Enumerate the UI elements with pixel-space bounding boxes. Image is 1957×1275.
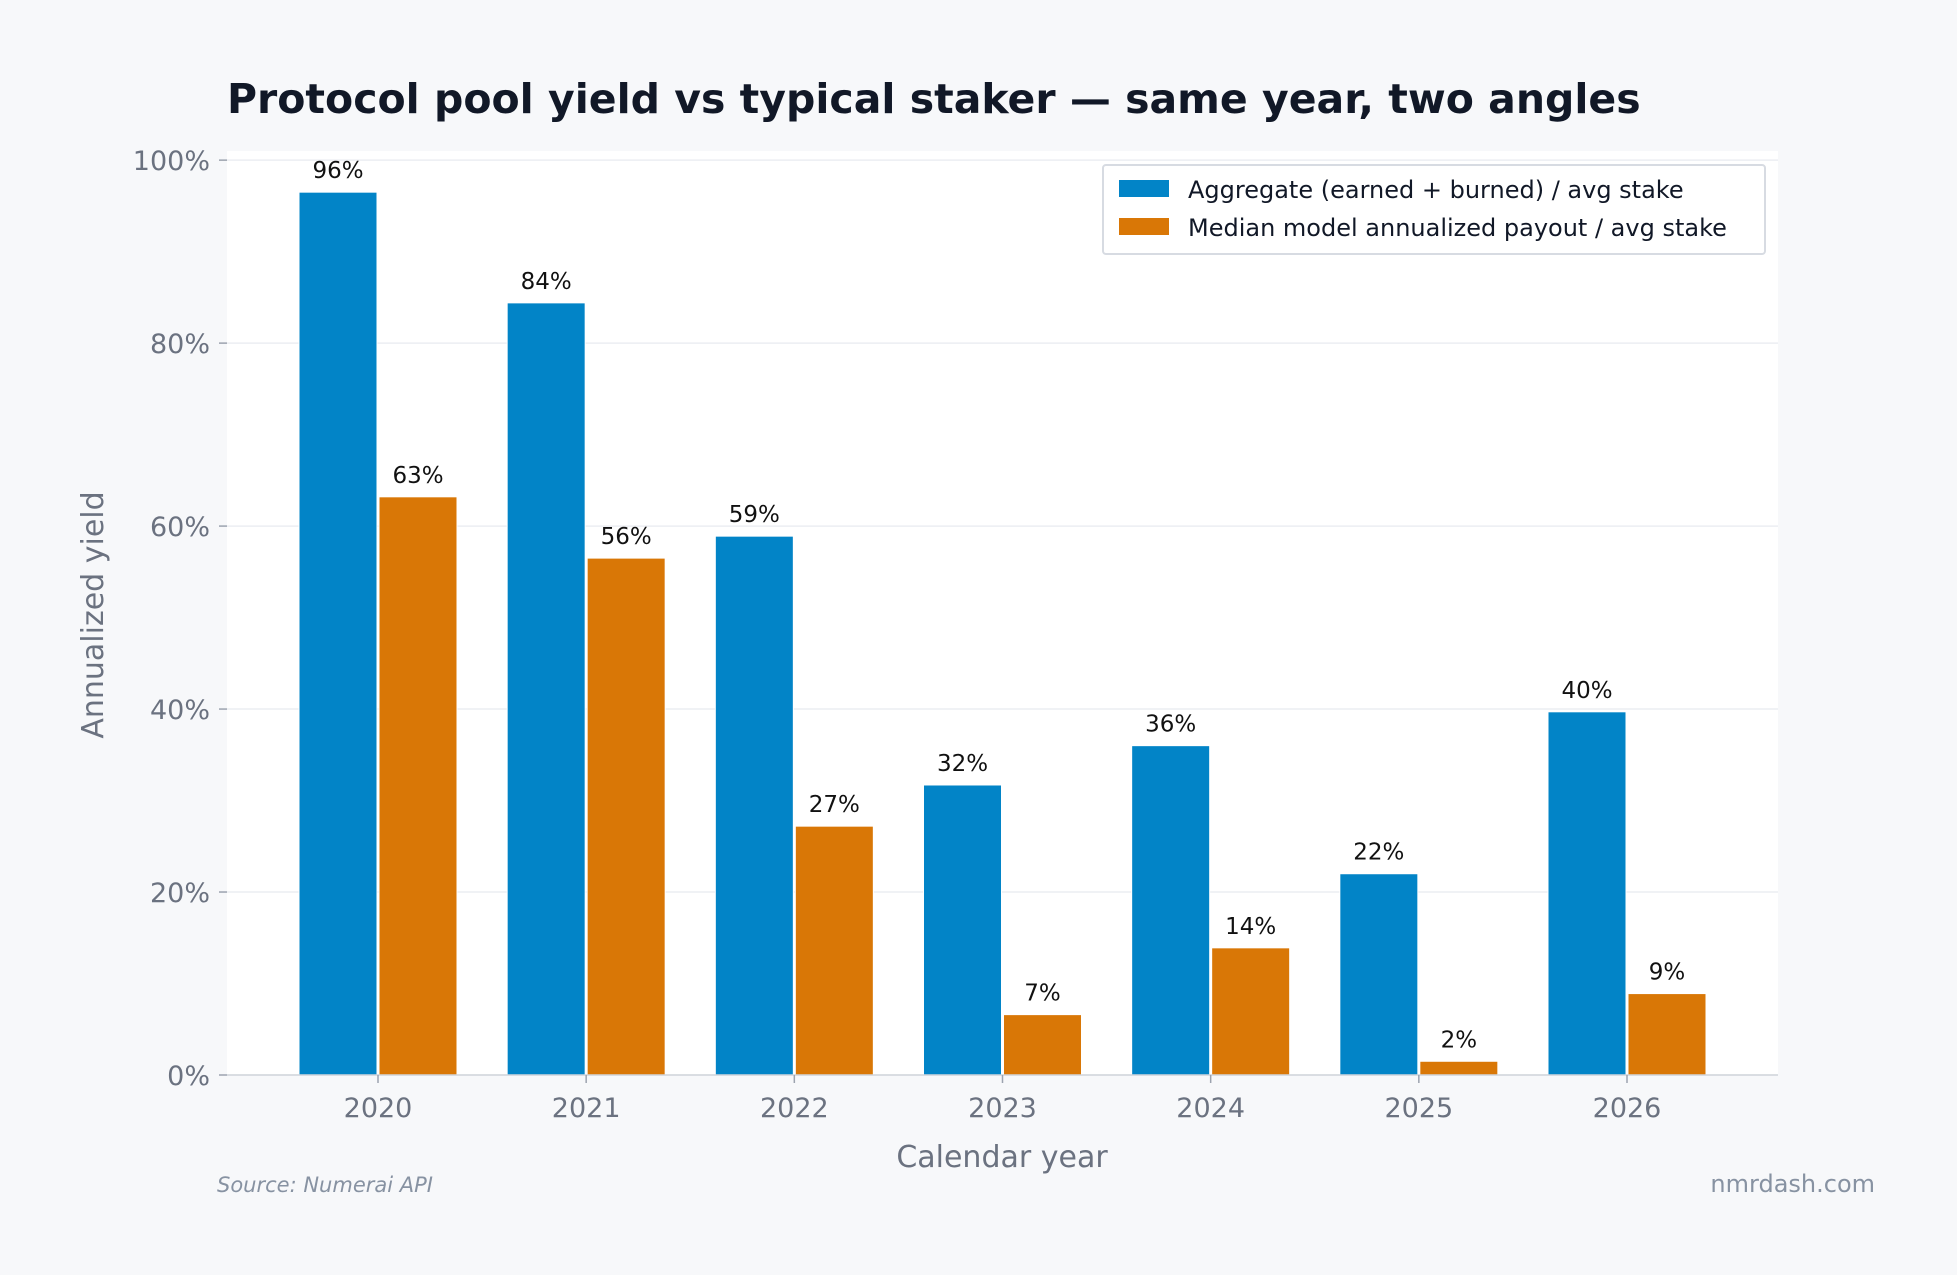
bar-aggregate [1339, 873, 1419, 1076]
x-tick-label: 2021 [552, 1093, 621, 1124]
brand-watermark: nmrdash.com [1710, 1170, 1875, 1198]
x-axis: 2020 2021 2022 2023 2024 2025 2026 [344, 1075, 1662, 1124]
bar-value-label: 96% [312, 158, 363, 184]
y-axis: 0% 20% 40% 60% 80% 100% [133, 146, 227, 1092]
y-tick-label: 40% [150, 695, 210, 726]
y-tick-label: 0% [167, 1061, 210, 1092]
y-axis-label: Annualized yield [76, 491, 111, 738]
x-tick-label: 2025 [1384, 1093, 1453, 1124]
bar-value-label: 7% [1024, 981, 1061, 1007]
bar-aggregate [506, 302, 586, 1076]
bar-aggregate [714, 535, 794, 1076]
legend-box [1102, 164, 1766, 255]
x-tick-label: 2024 [1176, 1093, 1245, 1124]
chart-title: Protocol pool yield vs typical staker — … [227, 75, 1641, 123]
bar-aggregate [1547, 711, 1627, 1076]
plot-area [227, 151, 1778, 1075]
bar-median [378, 496, 458, 1076]
bar-value-label: 56% [601, 524, 652, 550]
y-tick-label: 80% [150, 329, 210, 360]
source-note: Source: Numerai API [217, 1173, 433, 1197]
bars: 96% 63% 84% 56% 59% 27% 32% 7% 36% 14% 22% 2% 40% 9% [298, 158, 1707, 1076]
bar-value-label: 32% [937, 751, 988, 777]
bar-value-label: 2% [1441, 1027, 1478, 1053]
legend-label-aggregate: Aggregate (earned + burned) / avg stake [1188, 176, 1684, 204]
legend-swatch-median [1119, 218, 1169, 235]
bar-value-label: 27% [809, 792, 860, 818]
bar-aggregate [923, 784, 1002, 1076]
y-tick-label: 100% [133, 146, 210, 177]
y-tick-label: 60% [150, 512, 210, 543]
bar-aggregate [1131, 745, 1211, 1076]
bar-median [586, 557, 666, 1076]
bar-value-label: 63% [392, 463, 443, 489]
bar-value-label: 40% [1561, 678, 1612, 704]
x-tick-label: 2023 [968, 1093, 1037, 1124]
bar-aggregate [298, 191, 378, 1076]
legend: Aggregate (earned + burned) / avg stake … [1102, 164, 1766, 255]
bar-value-label: 84% [521, 269, 572, 295]
legend-swatch-aggregate [1119, 180, 1169, 197]
x-tick-label: 2022 [760, 1093, 829, 1124]
bar-value-label: 59% [729, 502, 780, 528]
bar-value-label: 9% [1649, 960, 1686, 986]
bar-median [1627, 993, 1707, 1076]
bar-median [1211, 947, 1291, 1076]
y-tick-label: 20% [150, 878, 210, 909]
legend-label-median: Median model annualized payout / avg sta… [1188, 214, 1727, 242]
bar-median [794, 825, 874, 1076]
bar-value-label: 36% [1145, 712, 1196, 738]
bar-value-label: 22% [1353, 840, 1404, 866]
x-tick-label: 2020 [344, 1093, 413, 1124]
bar-median [1003, 1014, 1082, 1076]
bar-median [1419, 1060, 1499, 1076]
x-tick-label: 2026 [1593, 1093, 1662, 1124]
bar-value-label: 14% [1225, 914, 1276, 940]
x-axis-label: Calendar year [896, 1140, 1108, 1175]
